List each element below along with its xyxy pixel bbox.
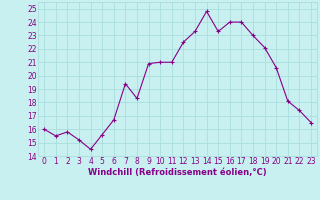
X-axis label: Windchill (Refroidissement éolien,°C): Windchill (Refroidissement éolien,°C) xyxy=(88,168,267,177)
